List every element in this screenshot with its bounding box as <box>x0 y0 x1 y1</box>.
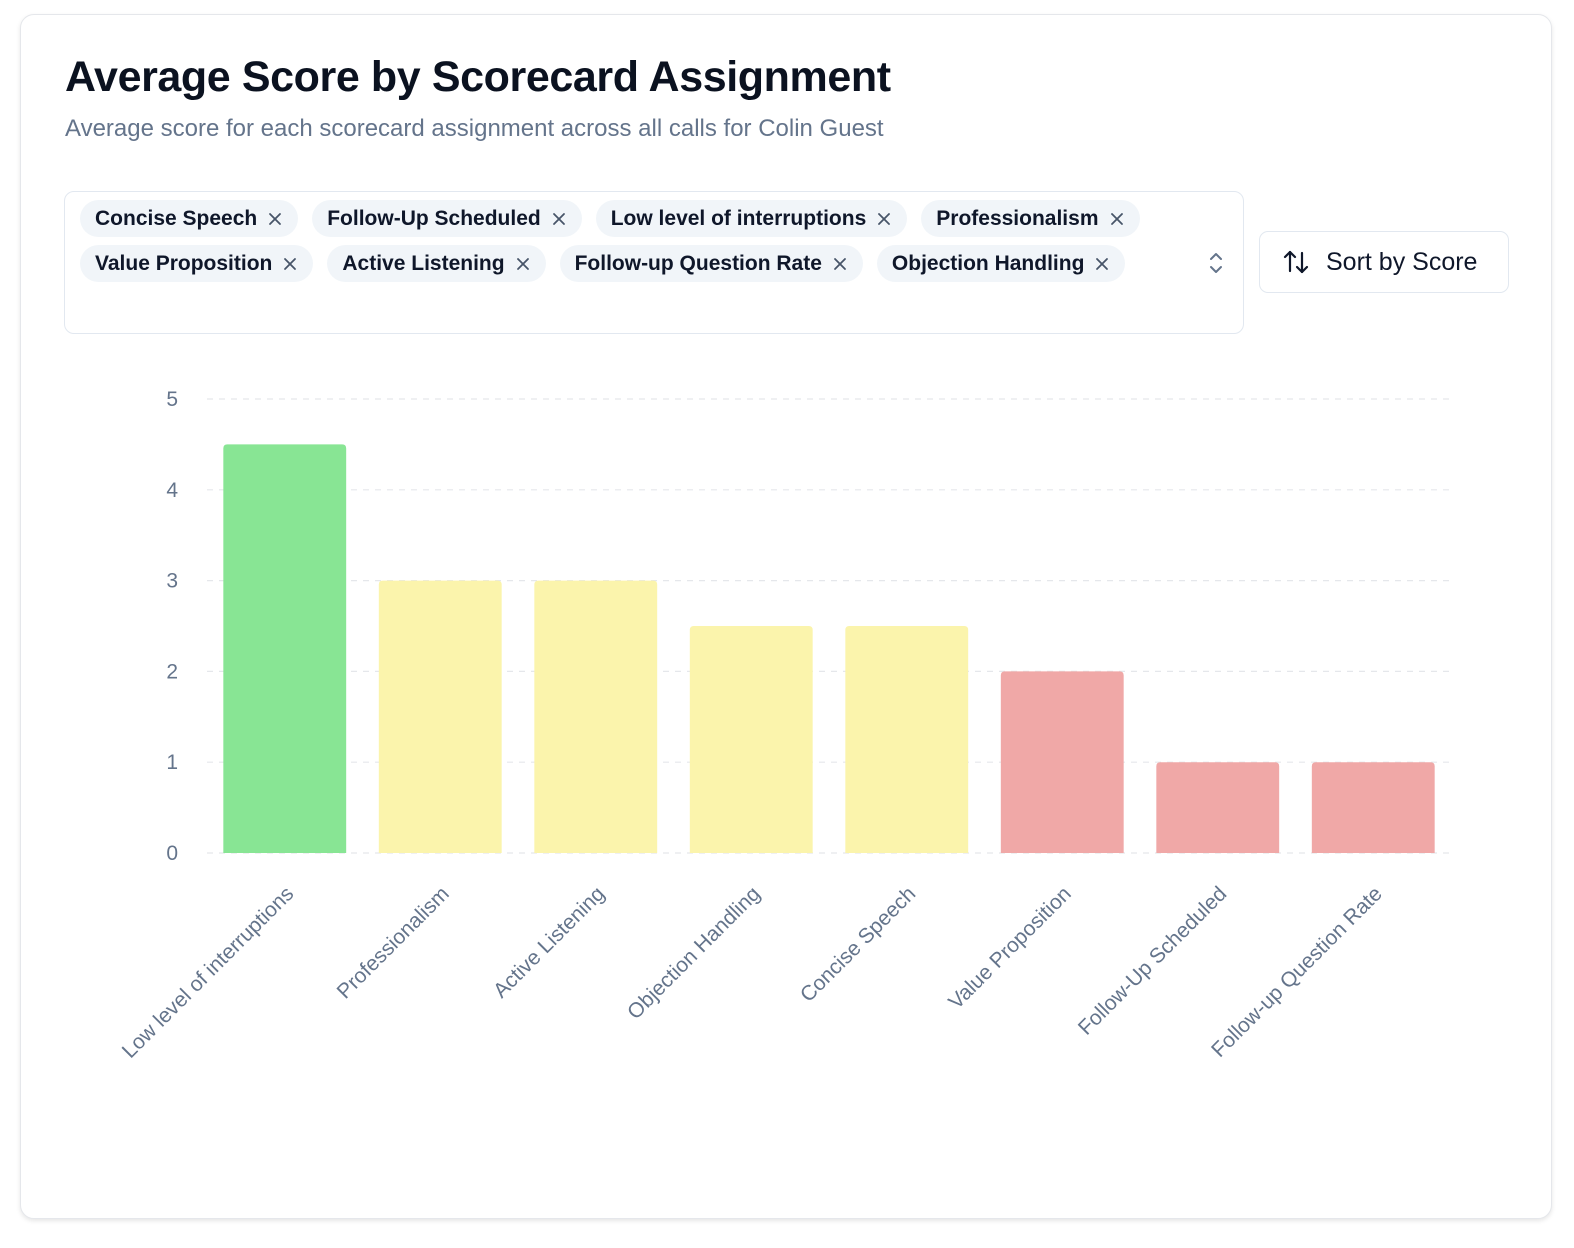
bar[interactable] <box>223 444 347 853</box>
bar[interactable] <box>845 626 969 853</box>
bar[interactable] <box>1000 671 1124 853</box>
filter-chip-label: Follow-Up Scheduled <box>327 206 541 230</box>
filter-chip-label: Low level of interruptions <box>610 206 867 230</box>
filter-chip: Professionalism <box>921 200 1140 237</box>
filter-chip-label: Follow-up Question Rate <box>574 251 822 275</box>
sort-by-score-button[interactable]: Sort by Score <box>1259 231 1509 293</box>
filter-chip-label: Active Listening <box>342 251 505 275</box>
x-tick-label: Concise Speech <box>796 882 920 1006</box>
bar[interactable] <box>689 626 813 853</box>
y-tick-label: 3 <box>166 570 178 593</box>
filter-chip: Active Listening <box>327 245 546 282</box>
close-icon[interactable] <box>1108 210 1126 228</box>
x-tick-label: Follow-Up Scheduled <box>1074 882 1231 1039</box>
x-tick-label: Objection Handling <box>623 882 765 1024</box>
x-tick-label: Value Proposition <box>944 882 1076 1014</box>
page-subtitle: Average score for each scorecard assignm… <box>65 115 884 142</box>
filter-chip: Value Proposition <box>80 245 314 282</box>
close-icon[interactable] <box>266 210 284 228</box>
y-tick-label: 0 <box>166 842 178 865</box>
filter-chip: Follow-Up Scheduled <box>312 200 582 237</box>
sort-arrows-icon <box>1282 248 1310 276</box>
filter-chip: Follow-up Question Rate <box>559 245 863 282</box>
filter-chip-label: Professionalism <box>936 206 1099 230</box>
x-tick-label: Active Listening <box>489 882 609 1002</box>
filter-chip-label: Value Proposition <box>95 251 273 275</box>
close-icon[interactable] <box>514 255 532 273</box>
y-tick-label: 4 <box>166 479 178 502</box>
filter-chip: Low level of interruptions <box>595 200 908 237</box>
x-tick-label: Follow-up Question Rate <box>1207 882 1387 1062</box>
filter-chip: Objection Handling <box>876 245 1126 282</box>
page-title: Average Score by Scorecard Assignment <box>65 53 891 101</box>
y-tick-label: 2 <box>166 660 178 683</box>
y-tick-label: 5 <box>166 388 178 411</box>
close-icon[interactable] <box>875 210 893 228</box>
close-icon[interactable] <box>550 210 568 228</box>
bar[interactable] <box>1156 762 1280 853</box>
x-tick-label: Professionalism <box>333 882 454 1003</box>
chevron-up-down-icon[interactable] <box>1207 249 1225 277</box>
x-tick-label: Low level of interruptions <box>118 882 299 1063</box>
chart-card: Average Score by Scorecard Assignment Av… <box>20 14 1552 1219</box>
close-icon[interactable] <box>281 255 299 273</box>
filter-chip-label: Concise Speech <box>95 206 258 230</box>
filter-chip-list: Concise Speech Follow-Up Scheduled Low lev… <box>80 200 1190 282</box>
bar[interactable] <box>378 580 502 853</box>
bar-chart: 0 1 2 3 4 5 Low level of interruptions Professi… <box>118 388 1451 1063</box>
filter-chip: Concise Speech <box>80 200 299 237</box>
scorecard-filter-multiselect[interactable]: Concise Speech Follow-Up Scheduled Low lev… <box>64 191 1244 334</box>
y-tick-label: 1 <box>166 751 178 774</box>
bar[interactable] <box>1311 762 1435 853</box>
sort-button-label: Sort by Score <box>1326 247 1478 276</box>
close-icon[interactable] <box>831 255 849 273</box>
close-icon[interactable] <box>1093 255 1111 273</box>
bar[interactable] <box>534 580 658 853</box>
filter-chip-label: Objection Handling <box>891 251 1085 275</box>
